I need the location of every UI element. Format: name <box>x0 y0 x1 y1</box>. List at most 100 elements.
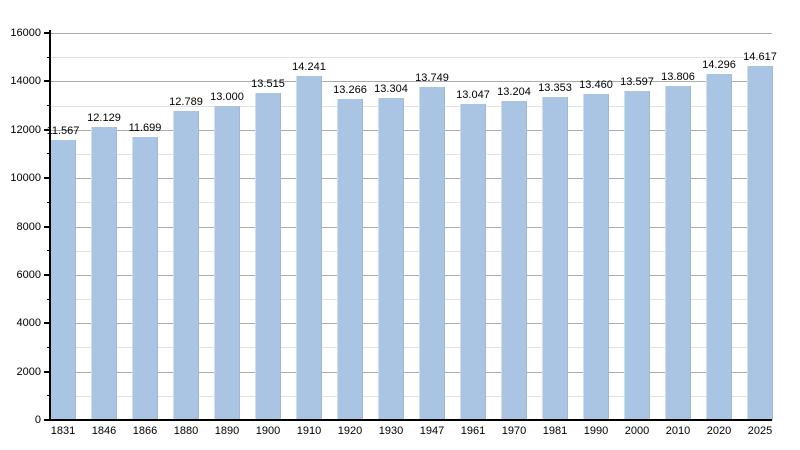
bar-value-label: 13.460 <box>579 79 613 92</box>
bar <box>173 110 199 420</box>
bar <box>296 75 322 420</box>
y-axis-tick-label: 4000 <box>16 317 41 330</box>
bar-value-label: 13.806 <box>661 71 695 84</box>
gridline-major <box>50 129 772 131</box>
bar-value-label: 13.597 <box>620 76 654 89</box>
bar-value-label: 13.749 <box>415 72 449 85</box>
x-axis-tick-label: 1961 <box>460 425 486 437</box>
gridline-minor <box>50 347 772 349</box>
x-axis-tick-label: 2010 <box>665 425 691 437</box>
x-axis-tick-label: 1930 <box>378 425 404 437</box>
y-axis-tick-label: 0 <box>34 414 41 426</box>
y-axis-tick <box>44 322 50 325</box>
bar <box>91 126 117 420</box>
gridline-major <box>50 274 772 276</box>
bar-value-label: 14.296 <box>702 59 736 72</box>
x-axis-tick-label: 1920 <box>337 425 363 437</box>
y-axis-tick <box>44 80 50 83</box>
y-axis-minor-tick <box>47 250 50 252</box>
x-axis-tick-label: 1880 <box>173 425 199 437</box>
gridline-major <box>50 226 772 228</box>
bar-value-label: 13.304 <box>374 83 408 96</box>
bar <box>624 91 650 420</box>
y-axis-minor-tick <box>47 105 50 107</box>
bar <box>706 74 732 420</box>
bar <box>337 99 363 420</box>
bar-value-label: 13.515 <box>251 78 285 91</box>
gridline-minor <box>50 57 772 59</box>
gridline-minor <box>50 153 772 155</box>
y-axis-tick <box>44 128 50 131</box>
bar-value-label: 12.789 <box>169 95 203 108</box>
bar-value-label: 13.266 <box>333 84 367 97</box>
y-axis-minor-tick <box>47 298 50 300</box>
y-axis-tick-label: 8000 <box>16 220 41 233</box>
x-axis-tick-label: 1910 <box>296 425 322 437</box>
gridline-minor <box>50 299 772 301</box>
gridline-major <box>50 323 772 325</box>
bar-value-label: 13.353 <box>538 82 572 95</box>
x-axis-tick-label: 1970 <box>501 425 527 437</box>
gridline-major <box>50 178 772 180</box>
x-axis-tick-label: 2025 <box>747 425 773 437</box>
x-axis-tick-label: 1947 <box>419 425 445 437</box>
gridline-major <box>50 33 772 34</box>
bar-value-label: 14.241 <box>292 60 326 73</box>
y-axis-minor-tick <box>47 346 50 348</box>
x-axis-tick-label: 1900 <box>255 425 281 437</box>
x-axis-tick-label: 1831 <box>50 425 76 437</box>
bar <box>747 66 773 420</box>
bar <box>501 100 527 420</box>
gridline-major <box>50 81 772 83</box>
x-axis-tick-label: 1890 <box>214 425 240 437</box>
y-axis-tick <box>44 32 50 34</box>
y-axis-minor-tick <box>47 153 50 155</box>
y-axis-tick-label: 6000 <box>16 268 41 281</box>
bar <box>132 137 158 420</box>
y-axis-minor-tick <box>47 201 50 203</box>
y-axis-tick <box>44 370 50 373</box>
bar <box>214 105 240 420</box>
x-axis-tick-label: 2000 <box>624 425 650 437</box>
bar-value-label: 13.000 <box>210 90 244 103</box>
y-axis-tick-label: 2000 <box>16 365 41 378</box>
gridline-minor <box>50 202 772 204</box>
x-axis-line <box>49 419 772 421</box>
gridline-major <box>50 371 772 373</box>
bar <box>50 140 76 420</box>
bar-value-label: 11.567 <box>46 125 80 138</box>
x-axis-tick-label: 1866 <box>132 425 158 437</box>
bar-value-label: 14.617 <box>743 51 777 64</box>
bar <box>460 104 486 420</box>
y-axis-minor-tick <box>47 395 50 397</box>
bar-value-label: 11.699 <box>128 122 162 135</box>
y-axis-tick-label: 16000 <box>10 27 41 39</box>
y-axis-tick <box>44 225 50 228</box>
bar <box>665 86 691 420</box>
x-axis-tick-label: 1846 <box>91 425 117 437</box>
y-axis-minor-tick <box>47 56 50 58</box>
bar <box>583 94 609 420</box>
bar <box>542 97 568 420</box>
bar-value-label: 12.129 <box>87 111 121 124</box>
x-axis-tick-label: 2020 <box>706 425 732 437</box>
bar-value-label: 13.204 <box>497 85 531 98</box>
y-axis-line <box>49 30 51 421</box>
y-axis-tick-label: 12000 <box>10 123 41 136</box>
y-axis-tick <box>44 419 50 421</box>
y-axis-tick <box>44 273 50 276</box>
y-axis-tick-label: 10000 <box>10 172 41 185</box>
x-axis-tick-label: 1990 <box>583 425 609 437</box>
gridline-minor <box>50 105 772 107</box>
bar-value-label: 13.047 <box>456 89 490 102</box>
y-axis-tick <box>44 177 50 180</box>
gridline-minor <box>50 395 772 397</box>
bar <box>255 93 281 420</box>
gridline-minor <box>50 250 772 252</box>
bar <box>378 98 404 420</box>
bar <box>419 87 445 420</box>
x-axis-tick-label: 1981 <box>542 425 568 437</box>
y-axis-tick-label: 14000 <box>10 75 41 88</box>
